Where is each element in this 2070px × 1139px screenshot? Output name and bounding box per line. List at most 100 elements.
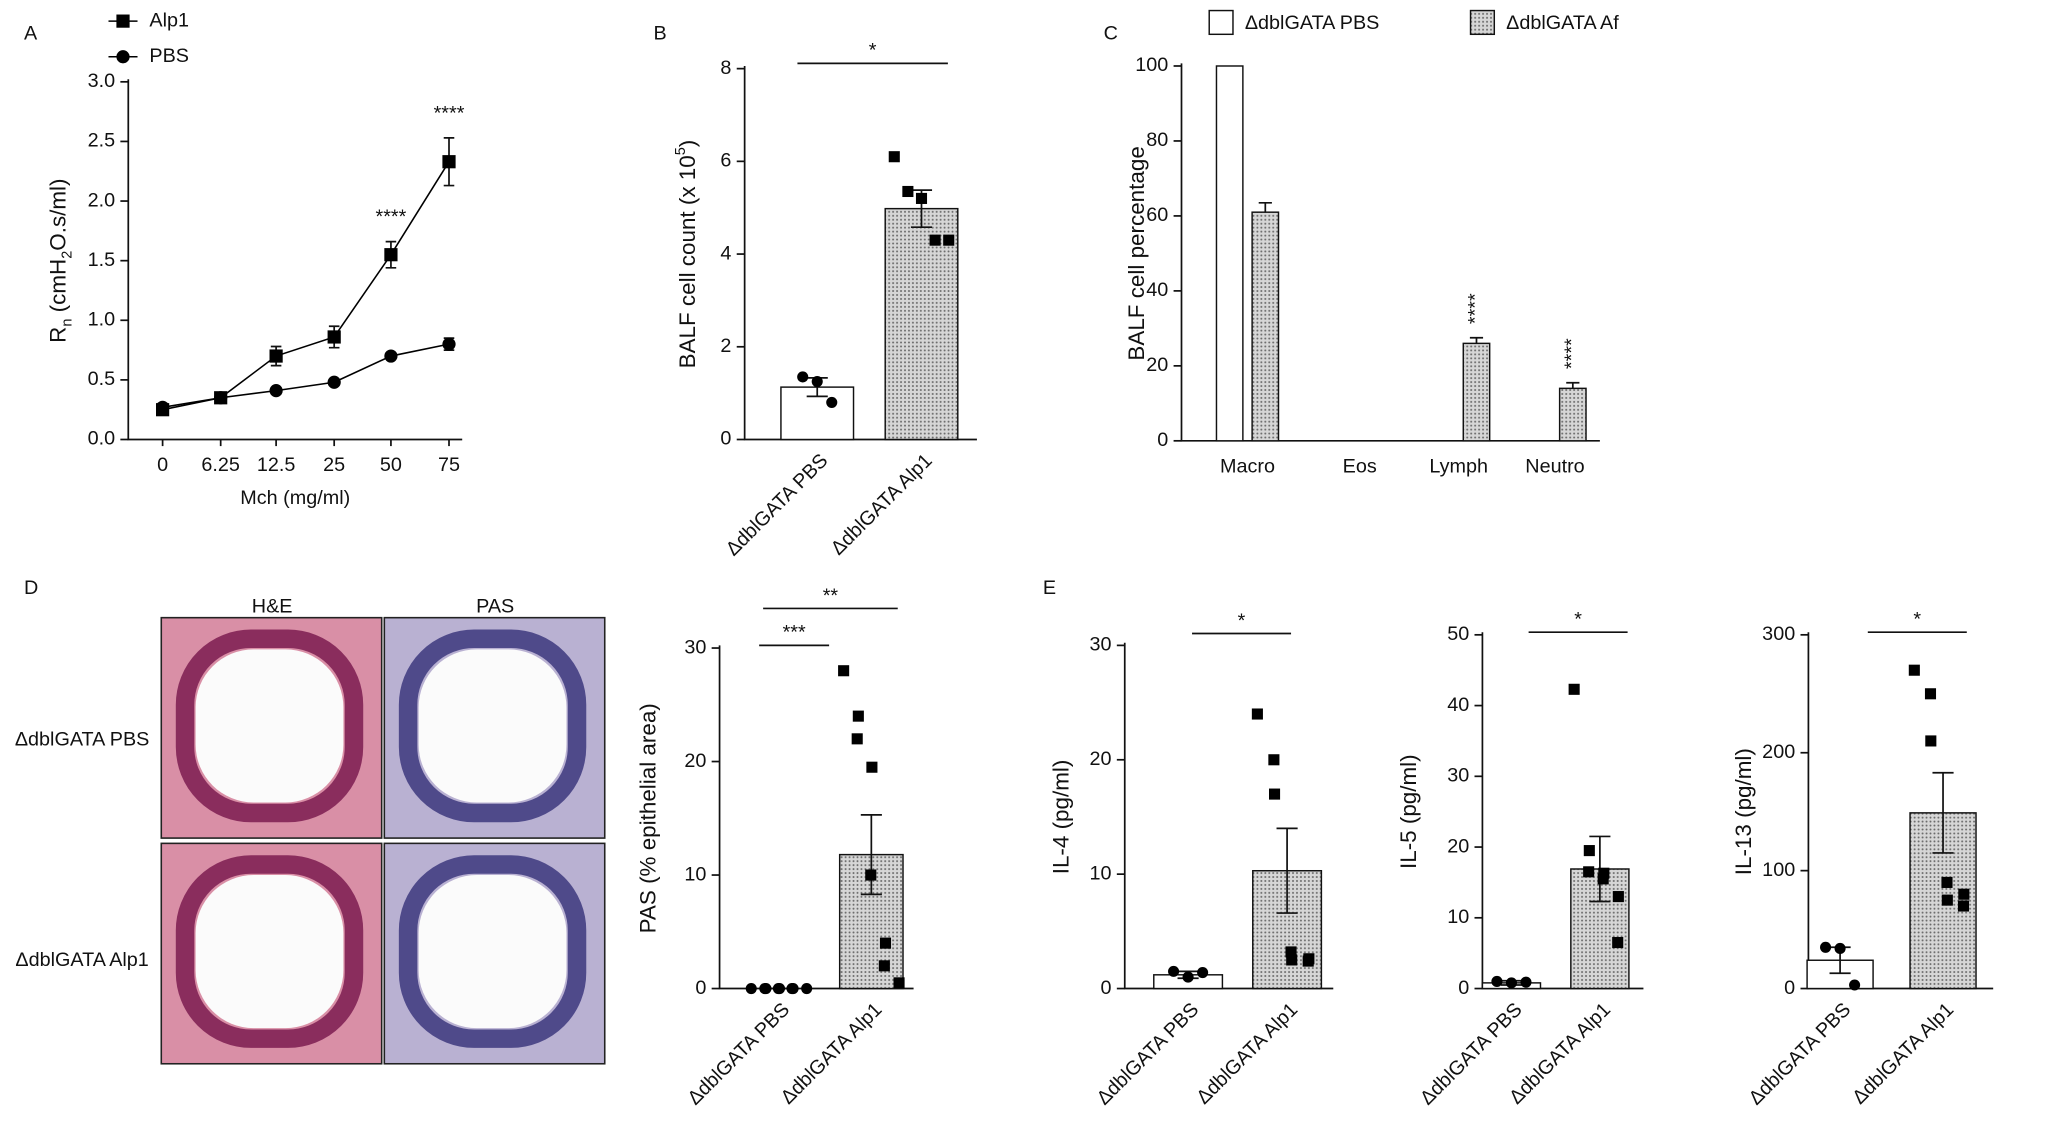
point-marker bbox=[851, 733, 863, 745]
point-marker bbox=[1941, 876, 1953, 888]
y-tick-label: 20 bbox=[1090, 748, 1112, 770]
legend-swatch bbox=[1208, 9, 1234, 36]
row-label: ΔdblGATA PBS bbox=[15, 729, 150, 751]
point-marker bbox=[1583, 866, 1595, 878]
y-tick-label: 2.5 bbox=[88, 130, 116, 152]
y-tick-label: 6 bbox=[720, 150, 731, 172]
legend-label: ΔdblGATA Af bbox=[1506, 12, 1619, 34]
x-tick-label: Macro bbox=[1220, 455, 1275, 477]
point-marker bbox=[1285, 946, 1297, 958]
point-marker bbox=[1182, 971, 1194, 983]
y-axis-label-part: PAS (% epithelial area) bbox=[636, 703, 661, 933]
y-tick-label: 20 bbox=[1146, 354, 1168, 376]
legend-label: ΔdblGATA PBS bbox=[1245, 12, 1380, 34]
point-marker bbox=[1520, 976, 1532, 988]
annotation: **** bbox=[376, 206, 407, 228]
point-marker bbox=[1957, 900, 1970, 912]
y-tick-label: 100 bbox=[1762, 859, 1795, 881]
point-marker bbox=[1820, 941, 1832, 953]
point-marker bbox=[269, 349, 283, 363]
y-axis-label-part: O.s/ml) bbox=[46, 178, 71, 250]
lumen bbox=[418, 875, 567, 1029]
point-marker bbox=[797, 371, 809, 383]
point-marker bbox=[1505, 977, 1517, 989]
point-marker bbox=[1908, 664, 1920, 676]
significance-label: ** bbox=[823, 585, 839, 607]
annotation: **** bbox=[1465, 293, 1487, 324]
error-bar bbox=[1258, 201, 1272, 213]
point-marker bbox=[866, 761, 878, 773]
y-tick-label: 8 bbox=[720, 57, 731, 79]
point-marker bbox=[1612, 891, 1624, 903]
y-tick-label: 20 bbox=[1447, 835, 1469, 857]
y-axis-label-part: ) bbox=[675, 140, 700, 147]
point-marker bbox=[1491, 975, 1503, 988]
micrograph bbox=[383, 842, 606, 1065]
x-tick-label: 6.25 bbox=[201, 454, 240, 476]
point-marker bbox=[1303, 953, 1315, 965]
airway-wall bbox=[175, 629, 364, 823]
y-tick-label: 2 bbox=[720, 335, 731, 357]
point-marker bbox=[384, 349, 398, 363]
point-marker bbox=[745, 982, 757, 995]
point-marker bbox=[1568, 683, 1580, 695]
airway-wall bbox=[398, 855, 587, 1048]
y-tick-label: 10 bbox=[684, 863, 706, 885]
y-tick-label: 40 bbox=[1146, 279, 1168, 301]
airway-wall bbox=[175, 855, 364, 1048]
row-label: ΔdblGATA Alp1 bbox=[15, 949, 148, 971]
point-marker bbox=[893, 977, 905, 989]
point-marker bbox=[1598, 867, 1610, 879]
annotation: **** bbox=[434, 102, 465, 124]
legend-swatch bbox=[1469, 9, 1496, 36]
x-tick-label: Eos bbox=[1343, 455, 1377, 477]
bar bbox=[1215, 65, 1244, 442]
y-tick-label: 3.0 bbox=[88, 70, 116, 92]
lumen bbox=[195, 875, 344, 1029]
point-marker bbox=[1597, 873, 1609, 885]
point-marker bbox=[801, 982, 813, 995]
column-label: PAS bbox=[476, 595, 514, 617]
y-axis-label: BALF cell count (x 105) bbox=[673, 140, 700, 369]
y-tick-label: 0 bbox=[1101, 977, 1112, 999]
y-tick-label: 10 bbox=[1447, 906, 1469, 928]
point-marker bbox=[1849, 979, 1861, 991]
y-tick-label: 0 bbox=[1458, 977, 1469, 999]
y-axis-label: IL-13 (pg/ml) bbox=[1731, 748, 1756, 875]
y-tick-label: 40 bbox=[1447, 694, 1469, 716]
annotation: **** bbox=[1561, 338, 1583, 369]
point-marker bbox=[384, 248, 398, 262]
series-line bbox=[162, 343, 450, 409]
x-tick-label: 75 bbox=[438, 454, 460, 476]
point-marker bbox=[1269, 788, 1281, 800]
error-bar bbox=[1469, 336, 1484, 344]
point-marker bbox=[888, 151, 900, 163]
bar bbox=[1462, 342, 1491, 442]
x-tick-label: 0 bbox=[157, 454, 168, 476]
point-marker bbox=[943, 234, 955, 246]
y-axis-label-part: (cmH bbox=[46, 259, 71, 319]
point-marker bbox=[1924, 688, 1937, 700]
airway-wall bbox=[398, 629, 587, 823]
x-tick-label: 25 bbox=[323, 454, 345, 476]
point-marker bbox=[442, 155, 456, 169]
y-tick-label: 0 bbox=[695, 977, 706, 999]
y-tick-label: 100 bbox=[1135, 54, 1168, 76]
point-marker bbox=[1583, 845, 1595, 857]
point-marker bbox=[1941, 894, 1953, 906]
point-marker bbox=[759, 982, 771, 995]
y-tick-label: 60 bbox=[1146, 204, 1168, 226]
panel-letter: D bbox=[24, 577, 38, 599]
bar bbox=[1558, 387, 1587, 442]
lumen bbox=[195, 649, 344, 803]
y-tick-label: 1.0 bbox=[88, 309, 116, 331]
point-marker bbox=[1268, 754, 1280, 766]
bar bbox=[884, 207, 959, 441]
point-marker bbox=[852, 710, 864, 722]
y-axis-label-part: 2 bbox=[59, 251, 75, 259]
y-tick-label: 80 bbox=[1146, 129, 1168, 151]
y-tick-label: 4 bbox=[720, 242, 731, 264]
point-marker bbox=[269, 384, 283, 398]
y-axis-label-part: IL-4 (pg/ml) bbox=[1049, 760, 1074, 875]
y-axis-label-part: n bbox=[59, 319, 75, 327]
